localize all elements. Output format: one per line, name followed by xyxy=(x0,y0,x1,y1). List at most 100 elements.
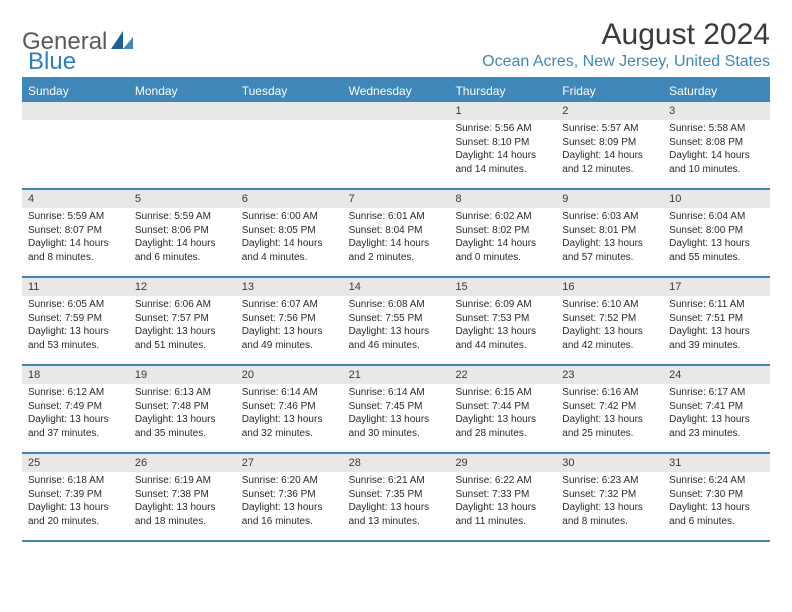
sunrise-text: Sunrise: 6:02 AM xyxy=(455,210,550,224)
page-header: General August 2024 Ocean Acres, New Jer… xyxy=(22,18,770,71)
sunrise-text: Sunrise: 6:16 AM xyxy=(562,386,657,400)
sunset-text: Sunset: 7:30 PM xyxy=(669,488,764,502)
day-number: 8 xyxy=(449,190,556,208)
daylight-text: Daylight: 13 hours and 57 minutes. xyxy=(562,237,657,264)
daylight-text: Daylight: 14 hours and 12 minutes. xyxy=(562,149,657,176)
day-details: Sunrise: 6:02 AMSunset: 8:02 PMDaylight:… xyxy=(449,208,556,268)
sunrise-text: Sunrise: 6:09 AM xyxy=(455,298,550,312)
sunset-text: Sunset: 7:45 PM xyxy=(349,400,444,414)
day-number xyxy=(236,102,343,120)
logo-text-blue: Blue xyxy=(28,48,76,76)
day-details: Sunrise: 5:56 AMSunset: 8:10 PMDaylight:… xyxy=(449,120,556,180)
sunrise-text: Sunrise: 6:14 AM xyxy=(349,386,444,400)
sunrise-text: Sunrise: 6:05 AM xyxy=(28,298,123,312)
day-details: Sunrise: 6:04 AMSunset: 8:00 PMDaylight:… xyxy=(663,208,770,268)
week-row: 4Sunrise: 5:59 AMSunset: 8:07 PMDaylight… xyxy=(22,190,770,278)
daylight-text: Daylight: 13 hours and 28 minutes. xyxy=(455,413,550,440)
day-cell: 4Sunrise: 5:59 AMSunset: 8:07 PMDaylight… xyxy=(22,190,129,276)
sunrise-text: Sunrise: 6:03 AM xyxy=(562,210,657,224)
day-cell: 24Sunrise: 6:17 AMSunset: 7:41 PMDayligh… xyxy=(663,366,770,452)
daylight-text: Daylight: 13 hours and 30 minutes. xyxy=(349,413,444,440)
day-number: 5 xyxy=(129,190,236,208)
day-details: Sunrise: 6:13 AMSunset: 7:48 PMDaylight:… xyxy=(129,384,236,444)
day-cell xyxy=(22,102,129,188)
daylight-text: Daylight: 13 hours and 55 minutes. xyxy=(669,237,764,264)
daylight-text: Daylight: 14 hours and 8 minutes. xyxy=(28,237,123,264)
sunrise-text: Sunrise: 5:57 AM xyxy=(562,122,657,136)
daylight-text: Daylight: 13 hours and 13 minutes. xyxy=(349,501,444,528)
day-cell: 23Sunrise: 6:16 AMSunset: 7:42 PMDayligh… xyxy=(556,366,663,452)
day-number: 3 xyxy=(663,102,770,120)
sunrise-text: Sunrise: 6:07 AM xyxy=(242,298,337,312)
sunrise-text: Sunrise: 5:59 AM xyxy=(135,210,230,224)
sunset-text: Sunset: 7:35 PM xyxy=(349,488,444,502)
location-subtitle: Ocean Acres, New Jersey, United States xyxy=(482,53,770,71)
day-details: Sunrise: 6:22 AMSunset: 7:33 PMDaylight:… xyxy=(449,472,556,532)
day-details: Sunrise: 6:07 AMSunset: 7:56 PMDaylight:… xyxy=(236,296,343,356)
sunset-text: Sunset: 7:53 PM xyxy=(455,312,550,326)
week-row: 25Sunrise: 6:18 AMSunset: 7:39 PMDayligh… xyxy=(22,454,770,542)
day-details xyxy=(343,120,450,126)
day-number: 15 xyxy=(449,278,556,296)
day-cell: 7Sunrise: 6:01 AMSunset: 8:04 PMDaylight… xyxy=(343,190,450,276)
sunset-text: Sunset: 8:10 PM xyxy=(455,136,550,150)
week-row: 11Sunrise: 6:05 AMSunset: 7:59 PMDayligh… xyxy=(22,278,770,366)
day-cell: 21Sunrise: 6:14 AMSunset: 7:45 PMDayligh… xyxy=(343,366,450,452)
sunset-text: Sunset: 7:44 PM xyxy=(455,400,550,414)
day-number: 1 xyxy=(449,102,556,120)
day-cell: 15Sunrise: 6:09 AMSunset: 7:53 PMDayligh… xyxy=(449,278,556,364)
day-cell: 10Sunrise: 6:04 AMSunset: 8:00 PMDayligh… xyxy=(663,190,770,276)
day-cell: 27Sunrise: 6:20 AMSunset: 7:36 PMDayligh… xyxy=(236,454,343,540)
day-details: Sunrise: 6:05 AMSunset: 7:59 PMDaylight:… xyxy=(22,296,129,356)
day-number xyxy=(22,102,129,120)
day-number: 12 xyxy=(129,278,236,296)
sunrise-text: Sunrise: 5:58 AM xyxy=(669,122,764,136)
daylight-text: Daylight: 14 hours and 4 minutes. xyxy=(242,237,337,264)
sunrise-text: Sunrise: 6:11 AM xyxy=(669,298,764,312)
day-header-thu: Thursday xyxy=(449,80,556,102)
day-number: 18 xyxy=(22,366,129,384)
day-details: Sunrise: 6:24 AMSunset: 7:30 PMDaylight:… xyxy=(663,472,770,532)
sunset-text: Sunset: 8:07 PM xyxy=(28,224,123,238)
day-cell: 8Sunrise: 6:02 AMSunset: 8:02 PMDaylight… xyxy=(449,190,556,276)
day-cell: 20Sunrise: 6:14 AMSunset: 7:46 PMDayligh… xyxy=(236,366,343,452)
daylight-text: Daylight: 13 hours and 6 minutes. xyxy=(669,501,764,528)
sunset-text: Sunset: 8:06 PM xyxy=(135,224,230,238)
day-details: Sunrise: 6:21 AMSunset: 7:35 PMDaylight:… xyxy=(343,472,450,532)
calendar-page: General August 2024 Ocean Acres, New Jer… xyxy=(0,0,792,612)
sunrise-text: Sunrise: 6:18 AM xyxy=(28,474,123,488)
logo-mark-icon xyxy=(111,28,133,56)
day-details: Sunrise: 6:14 AMSunset: 7:46 PMDaylight:… xyxy=(236,384,343,444)
day-details: Sunrise: 5:57 AMSunset: 8:09 PMDaylight:… xyxy=(556,120,663,180)
sunrise-text: Sunrise: 6:22 AM xyxy=(455,474,550,488)
day-details: Sunrise: 6:23 AMSunset: 7:32 PMDaylight:… xyxy=(556,472,663,532)
day-number: 24 xyxy=(663,366,770,384)
daylight-text: Daylight: 13 hours and 20 minutes. xyxy=(28,501,123,528)
sunrise-text: Sunrise: 6:17 AM xyxy=(669,386,764,400)
day-cell: 9Sunrise: 6:03 AMSunset: 8:01 PMDaylight… xyxy=(556,190,663,276)
daylight-text: Daylight: 13 hours and 8 minutes. xyxy=(562,501,657,528)
sunrise-text: Sunrise: 6:19 AM xyxy=(135,474,230,488)
month-title: August 2024 xyxy=(482,18,770,51)
day-number: 29 xyxy=(449,454,556,472)
calendar-grid: Sunday Monday Tuesday Wednesday Thursday… xyxy=(22,77,770,542)
daylight-text: Daylight: 13 hours and 32 minutes. xyxy=(242,413,337,440)
day-cell xyxy=(129,102,236,188)
weeks-container: 1Sunrise: 5:56 AMSunset: 8:10 PMDaylight… xyxy=(22,102,770,542)
day-details: Sunrise: 6:14 AMSunset: 7:45 PMDaylight:… xyxy=(343,384,450,444)
day-number: 16 xyxy=(556,278,663,296)
sunset-text: Sunset: 7:52 PM xyxy=(562,312,657,326)
day-cell: 29Sunrise: 6:22 AMSunset: 7:33 PMDayligh… xyxy=(449,454,556,540)
day-number: 28 xyxy=(343,454,450,472)
sunset-text: Sunset: 8:04 PM xyxy=(349,224,444,238)
daylight-text: Daylight: 13 hours and 35 minutes. xyxy=(135,413,230,440)
day-details: Sunrise: 6:01 AMSunset: 8:04 PMDaylight:… xyxy=(343,208,450,268)
week-row: 18Sunrise: 6:12 AMSunset: 7:49 PMDayligh… xyxy=(22,366,770,454)
day-number: 14 xyxy=(343,278,450,296)
day-number: 27 xyxy=(236,454,343,472)
day-cell: 16Sunrise: 6:10 AMSunset: 7:52 PMDayligh… xyxy=(556,278,663,364)
day-cell: 6Sunrise: 6:00 AMSunset: 8:05 PMDaylight… xyxy=(236,190,343,276)
day-number: 26 xyxy=(129,454,236,472)
day-number: 21 xyxy=(343,366,450,384)
sunset-text: Sunset: 7:57 PM xyxy=(135,312,230,326)
